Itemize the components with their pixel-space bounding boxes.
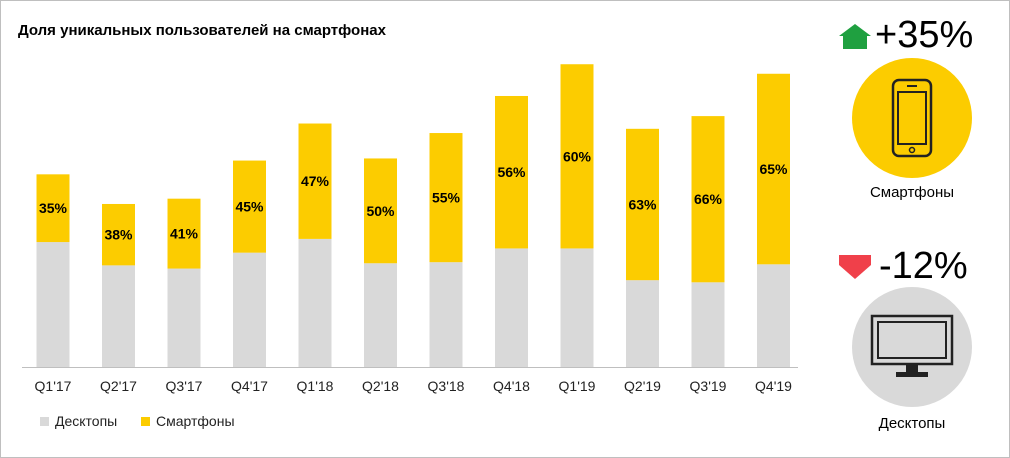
x-tick-label: Q3'17 <box>166 378 203 394</box>
smartphone-icon <box>891 78 933 158</box>
bar-smartphone <box>429 133 463 263</box>
data-label: 66% <box>694 191 723 207</box>
data-label: 45% <box>235 199 264 215</box>
x-tick-label: Q1'18 <box>297 378 334 394</box>
data-label: 35% <box>39 200 68 216</box>
bar-smartphone <box>495 95 528 249</box>
arrow-down-icon <box>839 254 871 279</box>
bar-desktop <box>102 265 135 367</box>
bar-desktop <box>429 262 463 367</box>
arrow-up-icon <box>839 23 871 49</box>
x-tick-label: Q1'19 <box>559 378 596 394</box>
desktop-change: -12% <box>837 245 968 288</box>
x-tick-label: Q2'17 <box>100 378 137 394</box>
x-tick-label: Q1'17 <box>35 378 72 394</box>
bar-smartphone <box>298 123 332 239</box>
data-label: 41% <box>170 226 199 242</box>
bar-smartphone <box>233 160 266 253</box>
bar-desktop <box>233 252 266 367</box>
smartphone-circle <box>852 58 972 178</box>
x-tick-label: Q2'19 <box>624 378 661 394</box>
legend-label-smartphone: Смартфоны <box>156 413 235 429</box>
bar-desktop <box>691 282 725 367</box>
smartphone-label: Смартфоны <box>869 184 955 201</box>
monitor-icon <box>870 314 954 377</box>
bar-chart: 35% Q1'17 38% Q2'17 41% Q3'17 45% Q4'17 47% Q1'18… <box>22 64 798 394</box>
legend-swatch-desktop <box>40 416 49 426</box>
legend-item-smartphone: Смартфоны <box>141 413 235 429</box>
chart-title: Доля уникальных пользователей на смартфо… <box>18 22 386 39</box>
bar-desktop <box>560 248 594 367</box>
legend-label-desktop: Десктопы <box>55 413 118 429</box>
bar-desktop <box>298 238 332 367</box>
legend-swatch-smartphone <box>141 416 150 426</box>
bar-smartphone <box>560 64 594 249</box>
x-tick-label: Q4'19 <box>755 378 792 394</box>
data-label: 38% <box>104 227 133 243</box>
bar-desktop <box>167 268 201 367</box>
data-label: 63% <box>628 197 657 213</box>
bar-smartphone <box>167 198 201 269</box>
bar-desktop <box>364 263 397 367</box>
smartphone-change-value: +35% <box>875 14 974 56</box>
data-label: 60% <box>563 148 592 164</box>
x-tick-label: Q2'18 <box>362 378 399 394</box>
bar-desktop <box>757 264 790 367</box>
x-tick-label: Q4'17 <box>231 378 268 394</box>
desktop-label: Десктопы <box>878 415 946 432</box>
data-label: 50% <box>366 203 395 219</box>
bar-smartphone <box>757 73 790 265</box>
data-label: 55% <box>432 190 461 206</box>
bar-smartphone <box>36 174 70 243</box>
bar-smartphone <box>626 128 659 281</box>
bar-desktop <box>495 248 528 367</box>
x-tick-label: Q3'19 <box>690 378 727 394</box>
bar-smartphone <box>364 158 397 264</box>
legend-item-desktop: Десктопы <box>40 413 117 429</box>
x-tick-label: Q3'18 <box>428 378 465 394</box>
bar-smartphone <box>691 116 725 283</box>
x-tick-label: Q4'18 <box>493 378 530 394</box>
smartphone-change: +35% <box>837 14 973 57</box>
desktop-change-value: -12% <box>879 245 968 287</box>
bar-desktop <box>36 242 70 367</box>
data-label: 65% <box>759 161 788 177</box>
desktop-circle <box>852 287 972 407</box>
bar-desktop <box>626 280 659 367</box>
data-label: 56% <box>497 164 526 180</box>
data-label: 47% <box>301 173 330 189</box>
bar-smartphone <box>102 203 135 266</box>
